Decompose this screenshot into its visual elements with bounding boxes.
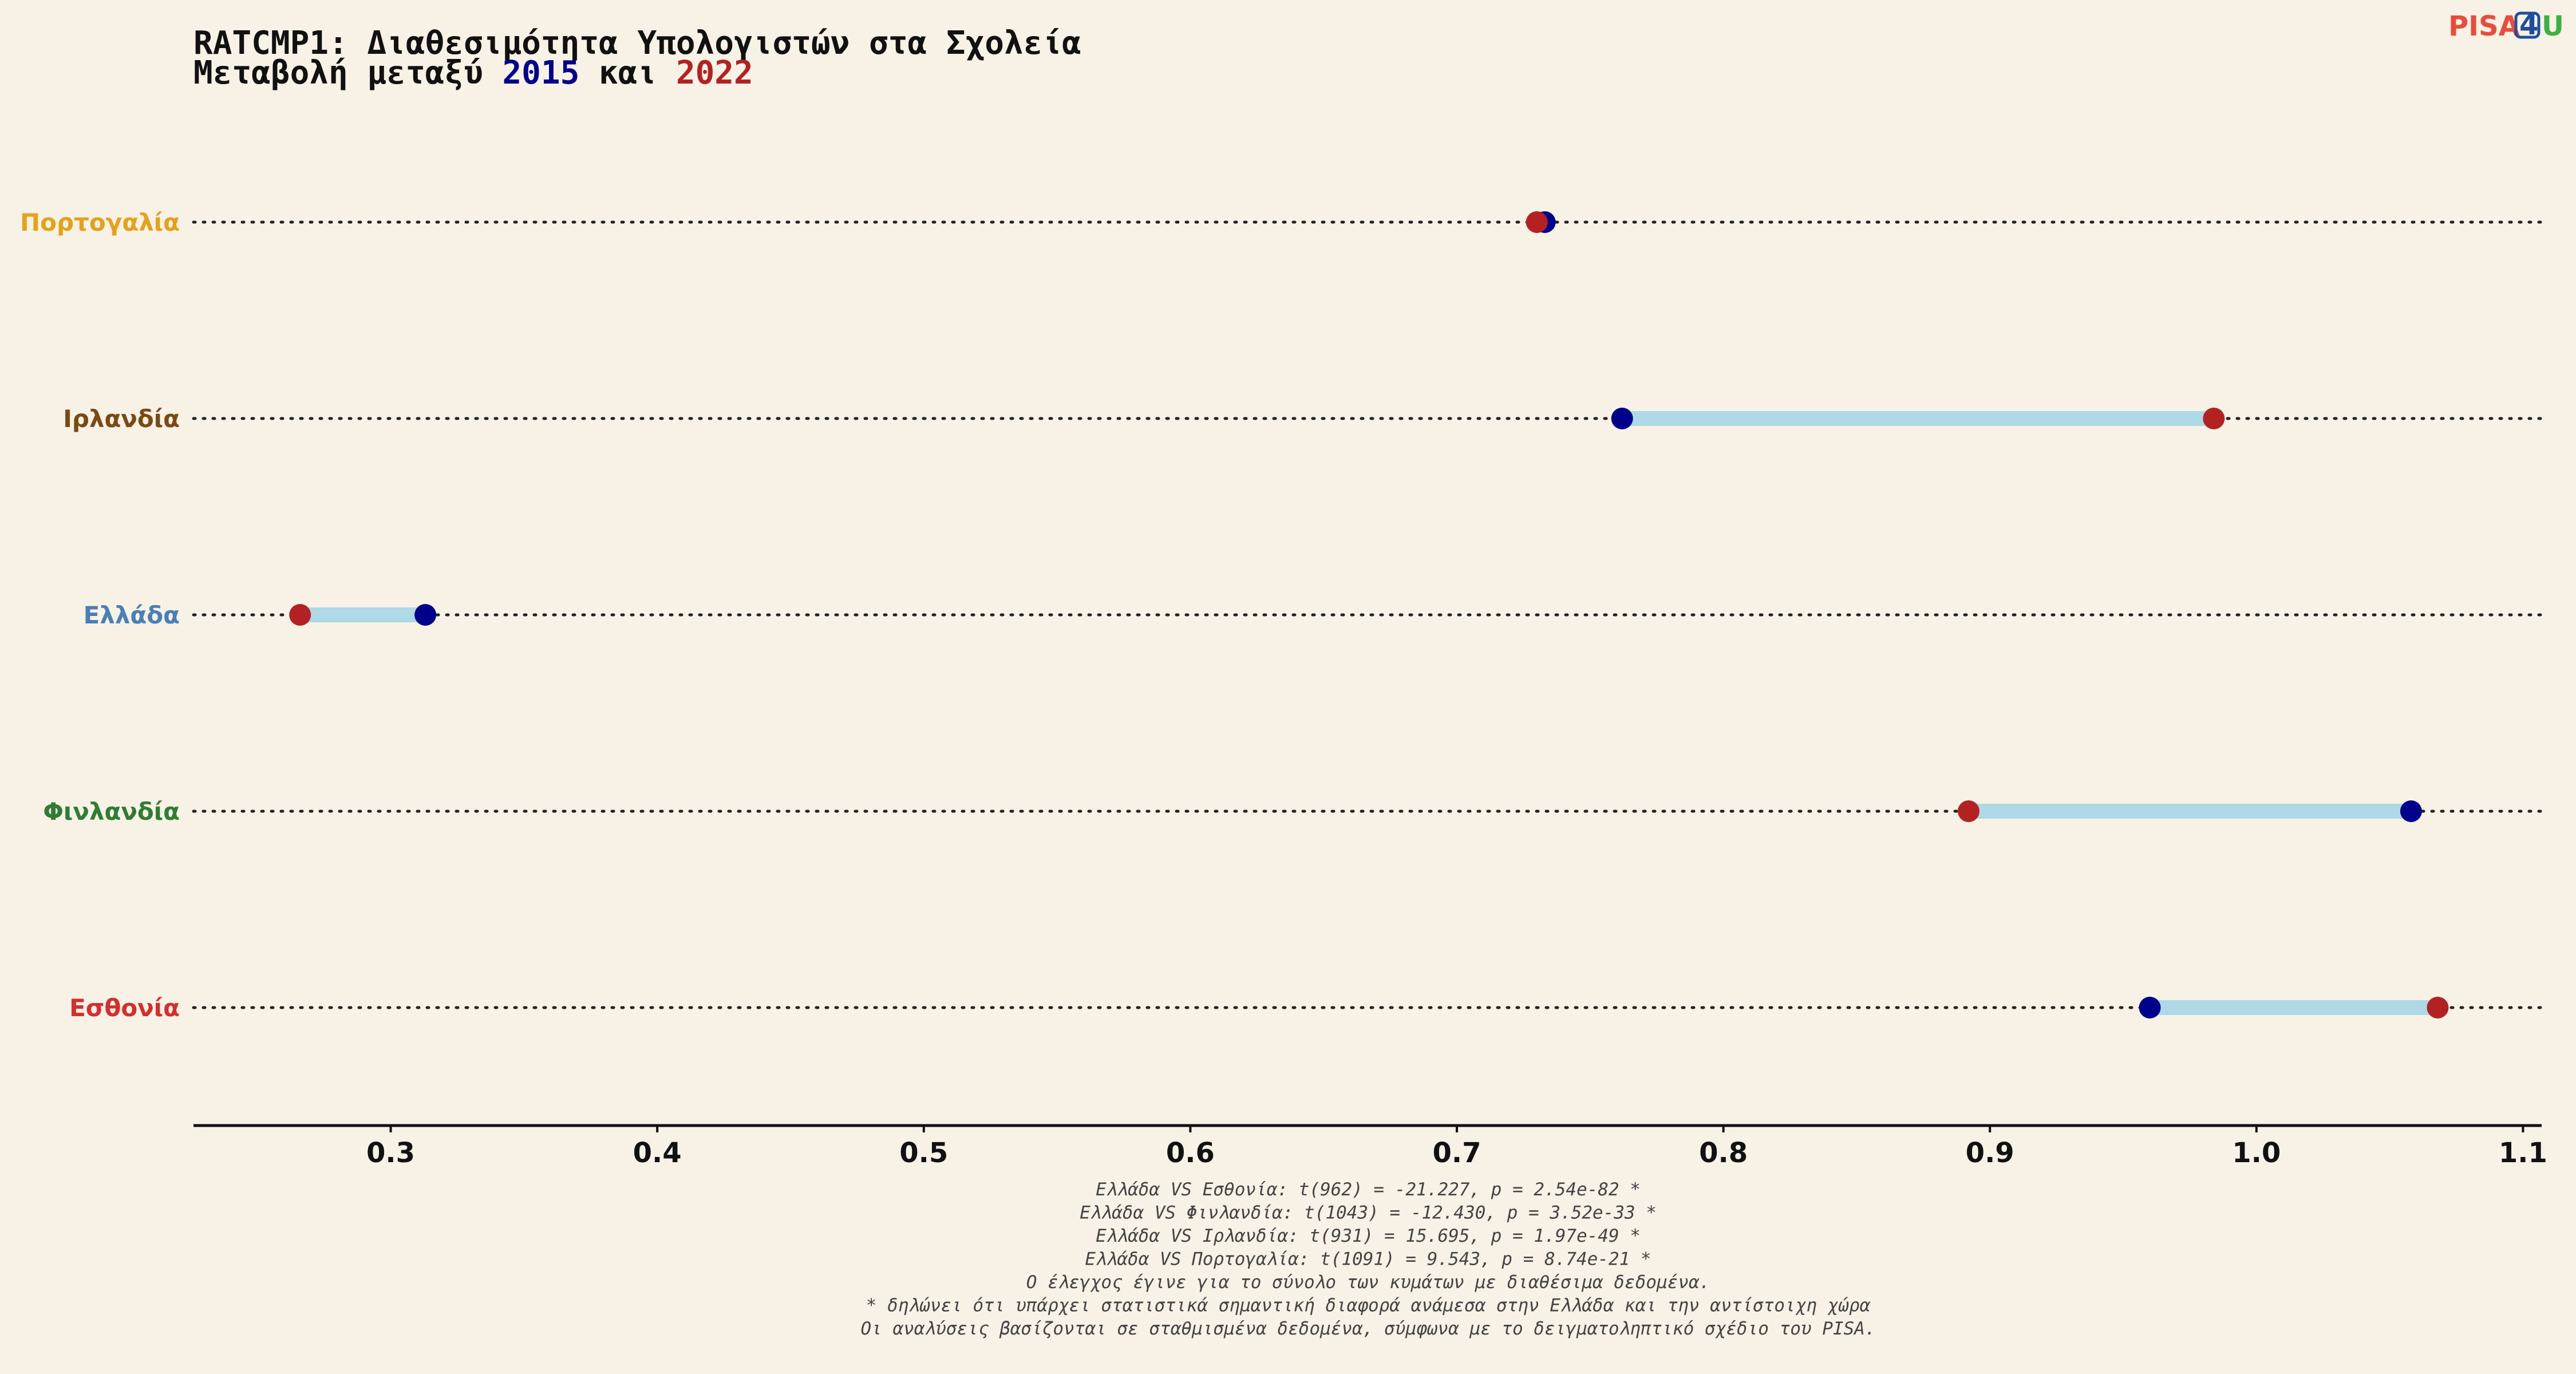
chart-subtitle: Μεταβολή μεταξύ 2015 και 2022 xyxy=(193,54,753,92)
dot-2022 xyxy=(2427,997,2449,1018)
country-label: Ιρλανδία xyxy=(63,405,180,433)
logo-u-text: U xyxy=(2542,10,2564,42)
x-tick-label: 0.9 xyxy=(1966,1137,2014,1169)
x-tick-label: 0.8 xyxy=(1699,1137,1748,1169)
country-label: Ελλάδα xyxy=(84,601,180,629)
country-label: Φινλανδία xyxy=(43,797,180,826)
subtitle-mid: και xyxy=(579,54,676,92)
dot-2022 xyxy=(2203,408,2225,429)
row-5: Εσθονία xyxy=(69,994,2543,1022)
logo-four-text: 4 xyxy=(2519,9,2538,41)
row-1: Πορτογαλία xyxy=(20,208,2543,236)
footnote-line: Ελλάδα VS Πορτογαλία: t(1091) = 9.543, p… xyxy=(1085,1249,1651,1270)
x-tick-label: 0.3 xyxy=(366,1137,415,1169)
x-tick-label: 1.1 xyxy=(2499,1137,2547,1169)
pisa4u-logo: PISA 4 U xyxy=(2448,9,2564,42)
logo-box xyxy=(2514,11,2541,39)
chart-title: RATCMP1: Διαθεσιμότητα Υπολογιστών στα Σ… xyxy=(193,25,1081,62)
footnote-line: Ελλάδα VS Εσθονία: t(962) = -21.227, p =… xyxy=(1096,1179,1641,1200)
subtitle-year-2022: 2022 xyxy=(676,54,753,92)
footnote-line: Οι αναλύσεις βασίζονται σε σταθμισμένα δ… xyxy=(860,1318,1875,1339)
row-3: Ελλάδα xyxy=(84,601,2543,629)
dot-2015 xyxy=(2139,997,2161,1018)
svg-text:4: 4 xyxy=(2519,9,2538,41)
footnote-line: Ο έλεγχος έγινε για το σύνολο των κυμάτω… xyxy=(1026,1272,1710,1293)
svg-text:PISA: PISA xyxy=(2448,10,2520,42)
footnotes: Ελλάδα VS Εσθονία: t(962) = -21.227, p =… xyxy=(860,1179,1875,1339)
dot-2015 xyxy=(414,604,437,626)
x-tick-label: 0.5 xyxy=(899,1137,948,1169)
dot-2022 xyxy=(289,604,311,626)
x-tick-label: 1.0 xyxy=(2232,1137,2281,1169)
footnote-line: Ελλάδα VS Ιρλανδία: t(931) = 15.695, p =… xyxy=(1096,1226,1641,1246)
x-tick-label: 0.7 xyxy=(1432,1137,1481,1169)
dot-2022 xyxy=(1526,211,1548,233)
country-label: Πορτογαλία xyxy=(20,208,180,236)
dot-2015 xyxy=(1611,408,1633,429)
x-tick-label: 0.4 xyxy=(633,1137,682,1169)
footnote-line: Ελλάδα VS Φινλανδία: t(1043) = -12.430, … xyxy=(1080,1203,1657,1223)
subtitle-year-2015: 2015 xyxy=(502,54,579,92)
chart-rows: Πορτογαλία Ιρλανδία Ελλάδα Φινλανδία Εσθονία xyxy=(20,208,2543,1022)
footnote-line: * δηλώνει ότι υπάρχει στατιστικά σημαντι… xyxy=(866,1296,1871,1316)
dot-2015 xyxy=(2400,800,2422,822)
country-label: Εσθονία xyxy=(69,994,180,1022)
row-4: Φινλανδία xyxy=(43,797,2543,826)
row-2: Ιρλανδία xyxy=(63,405,2543,433)
x-axis-ticks: 0.3 0.4 0.5 0.6 0.7 0.8 0.9 1.0 1.1 xyxy=(366,1126,2547,1169)
subtitle-prefix: Μεταβολή μεταξύ xyxy=(193,54,502,92)
logo-pisa-text: PISA xyxy=(2448,10,2520,42)
svg-text:U: U xyxy=(2542,10,2564,42)
dot-2022 xyxy=(1957,800,1980,822)
x-tick-label: 0.6 xyxy=(1166,1137,1215,1169)
